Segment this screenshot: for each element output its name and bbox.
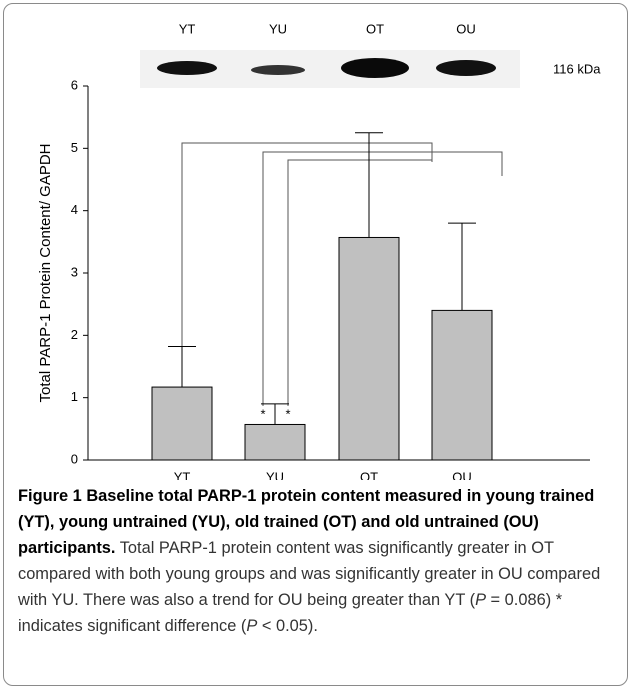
- significance-mark: *: [285, 406, 290, 421]
- bar: [338, 236, 400, 461]
- blot-lane-label: OT: [366, 21, 384, 36]
- figure-frame: [3, 3, 628, 686]
- y-tick-label: 2: [71, 327, 78, 342]
- blot-band: [436, 60, 496, 76]
- caption-text: P: [246, 617, 258, 635]
- x-tick-label: OU: [452, 469, 472, 480]
- y-tick-label: 0: [71, 451, 78, 466]
- x-tick-label: YU: [266, 469, 284, 480]
- y-tick-label: 3: [71, 264, 78, 279]
- blot: [140, 50, 520, 88]
- bar: [431, 309, 493, 461]
- blot-lane-label: YT: [179, 21, 196, 36]
- caption-text: = 0.086) * indicates significant differe…: [18, 591, 563, 635]
- y-axis-label: Total PARP-1 Protein Content/ GAPDH: [37, 144, 54, 403]
- y-tick-label: 4: [71, 202, 78, 217]
- blot-lane-label: YU: [269, 21, 287, 36]
- bracket: [287, 159, 432, 406]
- caption-title: Baseline total PARP-1 protein content me…: [18, 487, 595, 557]
- y-tick-label: 5: [71, 140, 78, 155]
- caption-text: P: [475, 591, 486, 609]
- blot-band: [341, 58, 409, 78]
- caption-text: Total PARP-1 protein content was signifi…: [18, 539, 601, 609]
- bracket: [262, 151, 503, 406]
- caption-text: < 0.05).: [257, 617, 318, 635]
- x-tick-label: OT: [360, 469, 378, 480]
- bar: [151, 386, 213, 461]
- y-tick-label: 1: [71, 389, 78, 404]
- blot-band: [157, 61, 217, 75]
- y-tick-label: 6: [71, 77, 78, 92]
- significance-mark: *: [260, 406, 265, 421]
- blot-marker-label: 116 kDa: [553, 61, 601, 76]
- bar: [244, 423, 306, 461]
- significance-brackets: [181, 142, 503, 406]
- blot-lane-label: OU: [456, 21, 476, 36]
- x-tick-label: YT: [174, 469, 191, 480]
- caption-label: Figure 1: [18, 487, 82, 505]
- blot-band: [251, 65, 305, 75]
- caption: Figure 1 Baseline total PARP-1 protein c…: [18, 483, 618, 639]
- chart: YT YU OT OU 116 kDa Total PARP-1 Protein Cont…: [37, 21, 601, 480]
